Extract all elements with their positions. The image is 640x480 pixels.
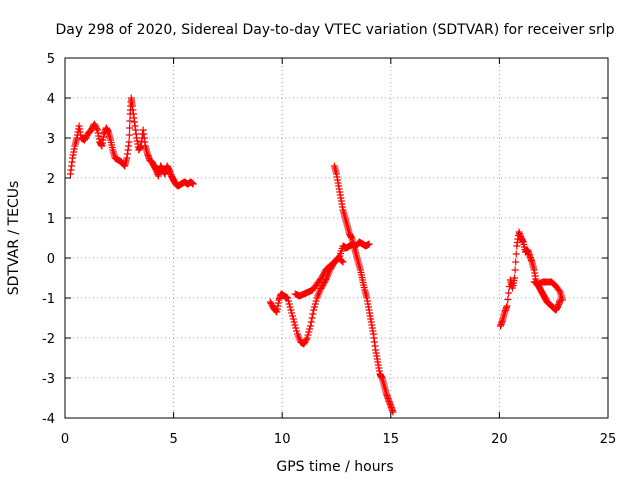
- y-tick-label: -4: [42, 412, 55, 427]
- data-point: [90, 120, 98, 128]
- y-tick-labels: -4 -3 -2 -1 0 1 2 3 4 5: [42, 52, 55, 427]
- data-point: [285, 300, 293, 308]
- x-tick-label: 5: [169, 432, 177, 447]
- plot-area-border: [64, 57, 609, 419]
- data-point: [126, 124, 134, 132]
- x-tick-label: 10: [274, 432, 291, 447]
- y-tick-label: 3: [47, 132, 55, 147]
- data-point: [266, 298, 274, 306]
- data-point: [310, 306, 318, 314]
- data-point: [290, 318, 298, 326]
- data-point: [125, 138, 133, 146]
- data-point: [339, 258, 347, 266]
- data-point: [504, 296, 512, 303]
- data-point: [320, 279, 328, 286]
- y-tick-label: -3: [42, 372, 55, 387]
- grid-lines: [65, 58, 608, 418]
- data-point: [365, 240, 373, 248]
- data-point: [503, 302, 511, 310]
- y-tick-label: 5: [47, 52, 55, 67]
- data-point: [306, 325, 314, 333]
- tick-marks: [64, 57, 609, 419]
- data-point: [558, 296, 566, 304]
- data-point: [321, 277, 329, 285]
- x-tick-labels: 0 5 10 15 20 25: [61, 432, 616, 447]
- data-point: [301, 339, 309, 346]
- data-point: [505, 289, 513, 297]
- data-point: [267, 300, 275, 307]
- data-point: [289, 315, 297, 323]
- y-axis-label: SDTVAR / TECUs: [6, 181, 22, 296]
- y-tick-label: 2: [47, 172, 55, 187]
- data-point: [284, 294, 292, 302]
- data-point: [87, 126, 95, 134]
- data-point: [311, 303, 319, 311]
- data-point: [307, 318, 315, 326]
- data-point: [317, 285, 325, 292]
- data-point: [316, 286, 324, 294]
- data-point: [268, 301, 276, 309]
- data-point: [312, 297, 320, 305]
- data-point: [302, 336, 310, 343]
- data-point: [91, 122, 99, 129]
- data-point: [82, 133, 90, 141]
- data-point: [303, 334, 311, 342]
- data-point: [291, 321, 299, 329]
- data-point: [286, 303, 294, 311]
- data-point: [319, 282, 327, 289]
- data-point: [555, 287, 563, 294]
- x-tick-label: 15: [383, 432, 400, 447]
- data-point: [288, 309, 296, 317]
- data-point: [289, 312, 297, 320]
- y-tick-label: -1: [42, 292, 55, 307]
- x-axis-label: GPS time / hours: [276, 459, 393, 475]
- x-tick-label: 25: [600, 432, 617, 447]
- data-point: [81, 135, 89, 142]
- data-point: [512, 250, 520, 258]
- data-point: [305, 328, 313, 336]
- data-point: [292, 324, 300, 332]
- x-tick-label: 0: [61, 432, 69, 447]
- data-point: [293, 327, 301, 335]
- chart-title: Day 298 of 2020, Sidereal Day-to-day VTE…: [55, 22, 614, 38]
- data-point: [511, 274, 519, 282]
- y-tick-label: 4: [47, 92, 55, 107]
- data-point: [338, 257, 346, 265]
- data-point: [287, 306, 295, 314]
- data-point: [92, 123, 100, 131]
- data-point: [125, 131, 133, 139]
- data-point: [308, 314, 316, 322]
- y-tick-label: 1: [47, 212, 55, 227]
- data-points: [66, 94, 566, 416]
- x-tick-label: 20: [491, 432, 508, 447]
- data-point: [93, 125, 101, 132]
- y-tick-label: 0: [47, 252, 55, 267]
- data-point: [319, 280, 327, 288]
- data-point: [512, 258, 520, 266]
- data-point: [511, 266, 519, 274]
- data-point: [304, 331, 312, 339]
- data-point: [126, 117, 134, 125]
- y-tick-label: -2: [42, 332, 55, 347]
- data-point: [189, 180, 197, 188]
- data-point: [306, 322, 314, 330]
- data-point: [300, 340, 308, 348]
- data-point: [309, 310, 317, 318]
- data-point: [311, 300, 319, 308]
- data-point: [284, 297, 292, 305]
- data-point: [81, 136, 89, 144]
- data-point: [318, 283, 326, 291]
- data-point: [302, 337, 310, 345]
